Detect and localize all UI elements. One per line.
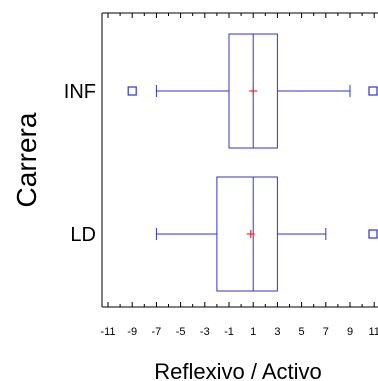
x-tick-label: -9 xyxy=(127,326,137,338)
x-tick-label: -7 xyxy=(152,326,162,338)
x-axis: -11 -9 -7 -5 -3 -1 1 3 5 7 9 11 xyxy=(100,13,378,338)
boxes xyxy=(127,33,378,292)
category-labels: INF LD xyxy=(64,81,96,246)
outlier-point xyxy=(127,86,137,96)
x-tick-label: 7 xyxy=(323,326,329,338)
x-tick-label: -1 xyxy=(224,326,234,338)
x-tick-label: -11 xyxy=(100,326,115,338)
plot-frame xyxy=(101,12,378,308)
x-tick-label: 3 xyxy=(274,326,280,338)
category-label-ld: LD xyxy=(70,224,96,246)
x-tick-label: 5 xyxy=(299,326,305,338)
x-tick-label: 9 xyxy=(347,326,353,338)
box-inf xyxy=(127,33,378,149)
iqr-box xyxy=(216,176,278,292)
x-tick-label: 11 xyxy=(368,326,378,338)
x-axis-title: Reflexivo / Activo xyxy=(154,359,322,381)
y-axis-title: Carrera xyxy=(11,112,42,207)
x-tick-label: -3 xyxy=(200,326,210,338)
outlier-point xyxy=(368,229,378,239)
x-tick-label: -5 xyxy=(176,326,186,338)
box-ld xyxy=(155,176,378,292)
outlier-point xyxy=(368,86,378,96)
category-label-inf: INF xyxy=(64,81,96,103)
x-tick-label: 1 xyxy=(250,326,256,338)
